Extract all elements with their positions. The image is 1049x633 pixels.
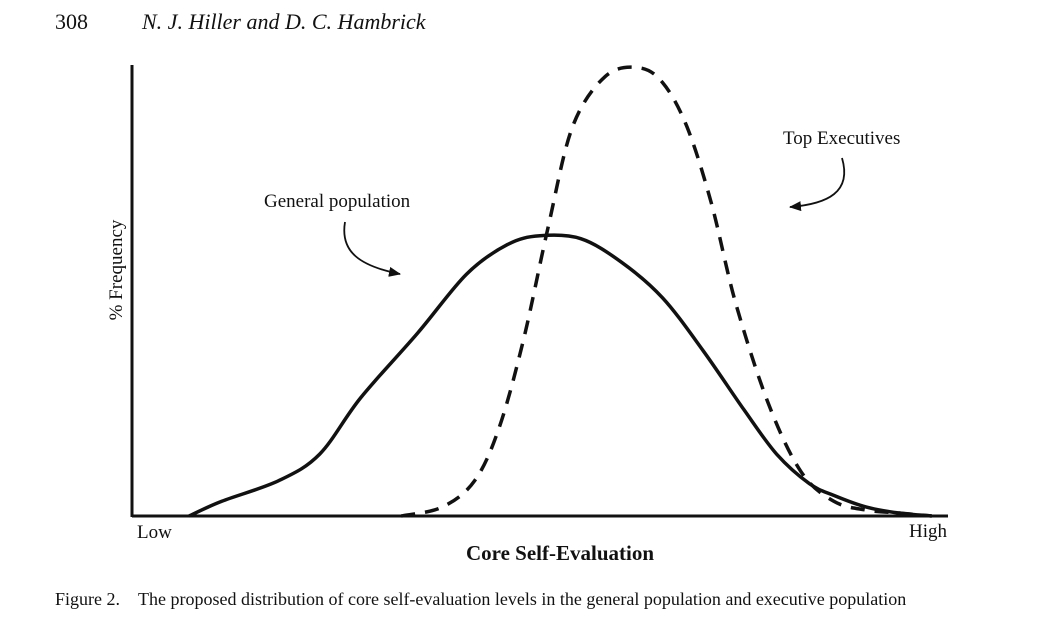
figure-caption-text: The proposed distribution of core self-e… — [138, 589, 907, 609]
page-number: 308 — [55, 9, 88, 34]
y-axis-label: % Frequency — [106, 219, 127, 320]
x-tick-label-high: High — [909, 521, 948, 542]
annotation-top-executives: Top Executives — [783, 128, 900, 149]
series-line-top-executives — [400, 65, 932, 518]
running-head: N. J. Hiller and D. C. Hambrick — [142, 9, 426, 34]
annotation-general-population: General population — [264, 191, 411, 212]
x-axis-label: Core Self-Evaluation — [466, 541, 654, 565]
series-line-general-population — [188, 233, 932, 518]
figure-caption-label: Figure 2. — [55, 589, 120, 609]
figure-caption: Figure 2. The proposed distribution of co… — [55, 589, 906, 610]
annotation-arrow-general-population — [343, 221, 401, 277]
annotation-arrow-top-executives — [789, 157, 846, 212]
x-tick-label-low: Low — [137, 522, 172, 543]
